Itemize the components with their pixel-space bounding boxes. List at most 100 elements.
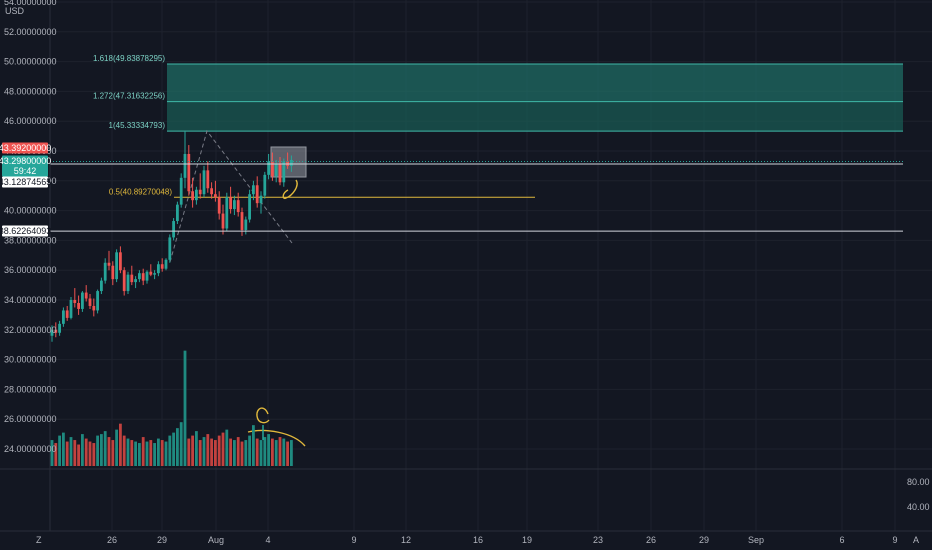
volume-bar <box>202 437 206 466</box>
currency-label: USD <box>5 6 25 16</box>
candle-body <box>81 292 84 309</box>
volume-bar <box>244 440 248 466</box>
candle-body <box>88 298 92 306</box>
volume-bar <box>278 437 282 466</box>
volume-bar <box>69 437 73 466</box>
candle-body <box>195 189 198 201</box>
candle-body <box>206 170 210 189</box>
candle-body <box>172 221 175 238</box>
price-tag: 43.29800000 <box>0 155 51 167</box>
volume-axis: 80.00 40.00 <box>907 477 930 512</box>
volume-bar <box>282 438 286 466</box>
candle-body <box>210 188 213 195</box>
price-tag: 59:42 <box>2 165 48 177</box>
volume-bar <box>103 431 107 466</box>
time-tick-label: 29 <box>157 535 167 545</box>
candle-body <box>58 323 61 333</box>
volume-bar <box>267 434 270 466</box>
volume-pane-tick-label: 80.00 <box>907 477 930 487</box>
price-tick-label: 38.00000000 <box>4 235 57 245</box>
volume-bar <box>62 432 65 466</box>
candle-body <box>111 265 115 280</box>
time-tick-label: 4 <box>265 535 270 545</box>
volume-bar <box>88 441 92 466</box>
candle-body <box>229 197 232 210</box>
volume-bar <box>176 428 179 466</box>
dashed-triangle <box>169 129 293 263</box>
volume-bar <box>263 437 267 466</box>
half-level-label: 0.5(40.89270048) <box>109 187 173 196</box>
candle-body <box>225 197 229 229</box>
volume-bar <box>157 438 160 466</box>
price-tick-label: 46.00000000 <box>4 116 57 126</box>
candle-body <box>259 195 263 204</box>
time-axis[interactable]: 26 29 Aug 4 9 12 16 19 23 26 29 Sep 6 9 <box>107 535 898 545</box>
candle-body <box>240 212 244 230</box>
candle-body <box>282 161 286 183</box>
timezone-z-button[interactable]: Z <box>36 535 42 545</box>
candle-body <box>77 302 80 309</box>
fib-level-label: 1(45.33334793) <box>109 121 166 130</box>
candle-body <box>130 274 134 283</box>
volume-bar <box>236 437 240 466</box>
volume-bar <box>65 441 69 466</box>
time-tick-label: 26 <box>646 535 656 545</box>
volume-bar <box>134 441 137 466</box>
candle-body <box>73 300 77 303</box>
fib-level-label: 1.272(47.31632256) <box>93 92 165 101</box>
candle-body <box>141 273 145 281</box>
volume-bar <box>271 438 274 466</box>
volume-bar <box>92 443 96 466</box>
volume-bar <box>126 438 130 466</box>
candle-body <box>244 219 248 230</box>
candle-body <box>65 310 69 318</box>
volume-bar <box>96 435 99 466</box>
volume-bar <box>138 443 141 466</box>
fib-level-label: 1.618(49.83878295) <box>93 54 165 63</box>
fib-zone-upper <box>167 64 903 102</box>
volume-bar <box>191 435 194 466</box>
volume-bar <box>119 423 122 466</box>
price-tag-bg <box>2 142 48 154</box>
price-tick-label: 54.00000000 <box>4 0 57 7</box>
volume-bar <box>229 438 232 466</box>
price-tag: 43.39200000 <box>0 142 51 154</box>
volume-bar <box>206 434 210 466</box>
horizontal-lines[interactable] <box>50 160 903 232</box>
time-tick-label: 9 <box>351 535 356 545</box>
time-tick-label: 6 <box>839 535 844 545</box>
candle-body <box>236 200 240 213</box>
volume-bar <box>255 438 259 466</box>
volume-bar <box>183 350 187 466</box>
candle-body <box>92 305 96 311</box>
time-tick-label: 9 <box>892 535 897 545</box>
candle-body <box>54 329 58 333</box>
volume-bar <box>141 437 145 466</box>
price-tag-text: 38.62264093 <box>0 226 51 236</box>
price-tick-label: 34.00000000 <box>4 295 57 305</box>
price-tag-bg <box>2 155 48 167</box>
price-tag-text: 43.29800000 <box>0 156 51 166</box>
price-tick-label: 52.00000000 <box>4 27 57 37</box>
candle-body <box>202 170 206 195</box>
volume-bar <box>77 444 80 466</box>
volume-bar <box>168 435 172 466</box>
candle-body <box>263 174 267 196</box>
candle-body <box>160 264 164 269</box>
price-tag: 38.62264093 <box>0 225 51 237</box>
price-tick-label: 36.00000000 <box>4 265 57 275</box>
volume-bar <box>73 440 77 466</box>
volume-bar <box>187 438 191 466</box>
fibonacci-extension[interactable]: 1.618(49.83878295) 1.272(47.31632256) 1(45… <box>93 54 903 132</box>
volume-bar <box>81 434 84 466</box>
volume-bar <box>252 425 255 466</box>
volume-bar <box>164 441 168 466</box>
time-tick-label: 16 <box>473 535 483 545</box>
price-tick-label: 24.00000000 <box>4 444 57 454</box>
price-tick-label: 50.00000000 <box>4 57 57 67</box>
volume-pane-tick-label: 40.00 <box>907 502 930 512</box>
candle-body <box>153 273 156 275</box>
auto-scale-button[interactable]: A <box>913 535 919 545</box>
price-tag-bg <box>2 225 48 237</box>
